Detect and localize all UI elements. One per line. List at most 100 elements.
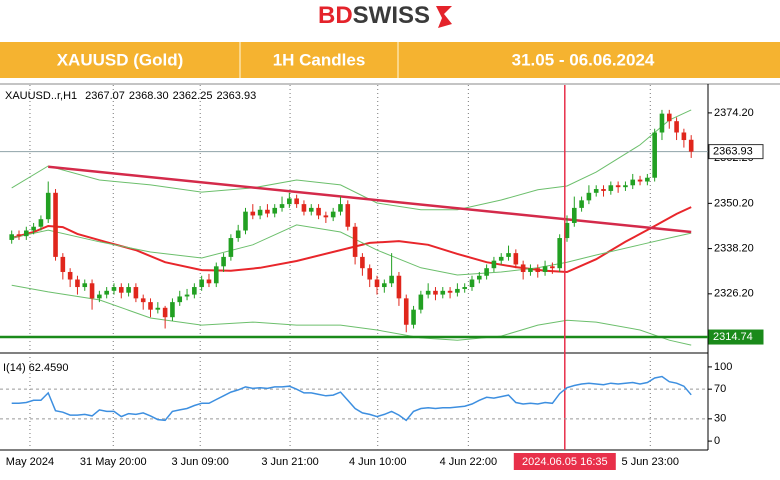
- y-tick-label: 30: [714, 413, 726, 425]
- candle-body: [681, 132, 687, 141]
- candle-body: [396, 275, 402, 299]
- candle-body: [330, 211, 336, 218]
- y-tick-label: 2338.20: [714, 243, 754, 255]
- candle-body: [623, 185, 628, 188]
- candle-body: [418, 294, 424, 310]
- candle-body: [637, 179, 643, 182]
- candle-body: [382, 283, 387, 288]
- symbol: XAUUSD..r,H1: [5, 90, 77, 102]
- candle-body: [38, 219, 44, 227]
- candle-body: [389, 275, 394, 284]
- candle-body: [111, 287, 117, 291]
- candle-body: [367, 268, 373, 280]
- logo: BDSWISS: [318, 2, 430, 29]
- candle-body: [199, 279, 204, 288]
- candle-body: [316, 207, 321, 216]
- time-cursor-label: 2024.06.05 16:35: [522, 456, 608, 468]
- candle-body: [118, 287, 124, 293]
- candle-body: [425, 290, 431, 295]
- candle-body: [491, 260, 497, 269]
- price-label-box: [708, 144, 764, 160]
- candle-body: [535, 268, 541, 272]
- x-tick-label: 4 Jun 10:00: [349, 456, 407, 468]
- candle-body: [53, 192, 58, 257]
- ohlc-value: 2368.30: [129, 90, 169, 102]
- candle-body: [352, 226, 358, 257]
- candle-body: [213, 266, 219, 284]
- indicator-line: [11, 284, 692, 346]
- indicator-title: I(14) 62.4590: [3, 362, 68, 374]
- candle-body: [469, 279, 475, 288]
- candle-body: [192, 287, 197, 295]
- logo-icon: [436, 6, 452, 28]
- candle-body: [265, 209, 270, 214]
- logo-bd: BD: [318, 2, 353, 29]
- x-tick-label: 31 May 20:00: [80, 456, 147, 468]
- candle-body: [520, 264, 526, 272]
- price-label: 2314.74: [713, 331, 753, 343]
- candle-body: [374, 279, 380, 288]
- candle-body: [528, 268, 533, 272]
- y-tick-label: 2350.20: [714, 197, 754, 209]
- candle-body: [477, 275, 482, 280]
- candle-body: [16, 234, 22, 237]
- candle-body: [674, 121, 679, 133]
- candle-body: [403, 298, 409, 325]
- candle-body: [279, 204, 285, 208]
- candle-body: [455, 288, 460, 293]
- candle-body: [360, 256, 365, 269]
- candle-body: [338, 204, 343, 212]
- candle-body: [513, 253, 519, 265]
- candle-body: [688, 139, 694, 152]
- candle-body: [447, 290, 453, 293]
- y-tick-label: 100: [714, 361, 732, 373]
- time-cursor-box: [513, 453, 616, 470]
- x-tick-label: 4 Jun 22:00: [440, 456, 498, 468]
- candle-body: [645, 177, 650, 182]
- candle-body: [498, 256, 504, 261]
- header-cell: XAUUSD (Gold): [57, 50, 184, 69]
- candle-body: [206, 279, 212, 284]
- candle-body: [177, 296, 183, 303]
- x-tick-label: 3 Jun 21:00: [261, 456, 319, 468]
- candle-body: [615, 185, 621, 188]
- candle-body: [345, 204, 351, 227]
- x-tick-label: May 2024: [6, 456, 54, 468]
- trend-line: [48, 165, 692, 234]
- candle-body: [133, 287, 139, 299]
- candle-body: [162, 307, 168, 318]
- candle-body: [411, 309, 416, 325]
- ohlc-value: 2362.25: [173, 90, 213, 102]
- ohlc-value: 2367.07: [85, 90, 125, 102]
- candle-body: [60, 256, 66, 272]
- candle-body: [45, 192, 51, 220]
- candle-body: [440, 290, 446, 295]
- candle-body: [257, 209, 263, 216]
- rsi-line: [11, 375, 692, 422]
- x-tick-label: 3 Jun 09:00: [171, 456, 229, 468]
- candle-body: [601, 189, 606, 191]
- candle-body: [484, 268, 489, 276]
- price-label: 2363.93: [713, 146, 753, 158]
- candle-body: [75, 279, 80, 288]
- header-cell: 1H Candles: [273, 50, 366, 69]
- indicator-line: [11, 109, 692, 211]
- candle-body: [506, 253, 511, 257]
- logo-swiss: SWISS: [353, 2, 430, 29]
- candle-body: [235, 230, 241, 239]
- candle-body: [550, 266, 555, 269]
- candle-body: [89, 283, 95, 299]
- candle-body: [126, 287, 131, 293]
- header-cell: 31.05 - 06.06.2024: [512, 50, 655, 69]
- candle-body: [294, 198, 299, 205]
- candle-body: [243, 211, 248, 231]
- plot: May 2024 31 May 20:00 3 Jun 09:00 3 Jun 21:…: [0, 85, 764, 470]
- candle-body: [24, 230, 29, 237]
- candle-body: [593, 189, 599, 193]
- y-tick-label: 70: [714, 383, 726, 395]
- header-bar: [0, 42, 780, 78]
- candle-body: [170, 302, 175, 318]
- candle-body: [228, 238, 234, 257]
- candle-body: [557, 238, 562, 269]
- candle-body: [104, 290, 109, 295]
